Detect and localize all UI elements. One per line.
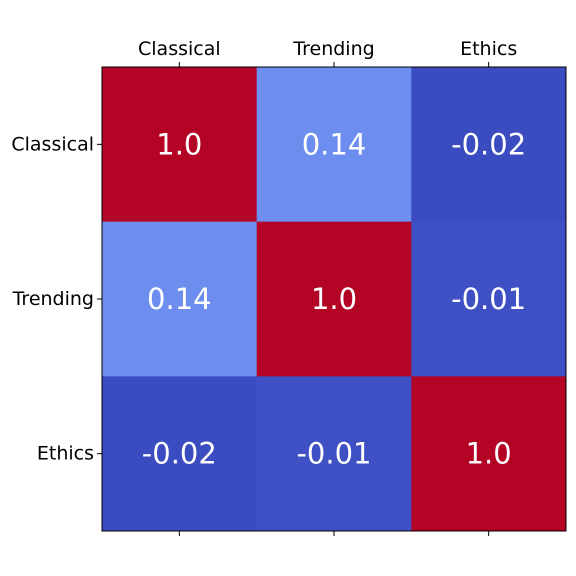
heatmap-cell-label: 0.14: [302, 127, 367, 161]
heatmap-cell-label: -0.02: [142, 437, 217, 471]
heatmap-cell: [411, 221, 567, 377]
heatmap-cell: [411, 67, 567, 223]
axis-ticks: [97, 62, 490, 536]
heatmap-cell-label: 0.14: [147, 282, 212, 316]
y-tick-label: Ethics: [37, 443, 94, 465]
heatmap-cell-label: -0.01: [451, 282, 526, 316]
heatmap-cell: [411, 376, 567, 532]
heatmap-cell: [256, 376, 412, 532]
y-tick-label: Trending: [12, 288, 94, 310]
heatmap-cell-label: -0.02: [451, 127, 526, 161]
y-tick-label: Classical: [11, 133, 94, 155]
heatmap-cell-label: 1.0: [156, 127, 202, 161]
x-tick-label: Trending: [292, 38, 374, 60]
heatmap-cell-labels: 1.0 0.14 -0.02 0.14 1.0 -0.01 -0.02 -0.01 1.0: [142, 127, 526, 470]
axis-tick-labels: Classical Trending Ethics Classical Trending…: [11, 38, 517, 465]
heatmap-cell: [102, 376, 258, 532]
heatmap-cell: [102, 221, 258, 377]
heatmap-cell: [256, 67, 412, 223]
heatmap-cell-label: -0.01: [296, 437, 371, 471]
heatmap-cell-label: 1.0: [466, 437, 512, 471]
x-tick-label: Ethics: [460, 38, 517, 60]
heatmap-cell-label: 1.0: [311, 282, 357, 316]
heatmap-cells: [102, 67, 567, 532]
heatmap-cell: [256, 221, 412, 377]
heatmap-cell: [102, 67, 258, 223]
x-tick-label: Classical: [138, 38, 221, 60]
